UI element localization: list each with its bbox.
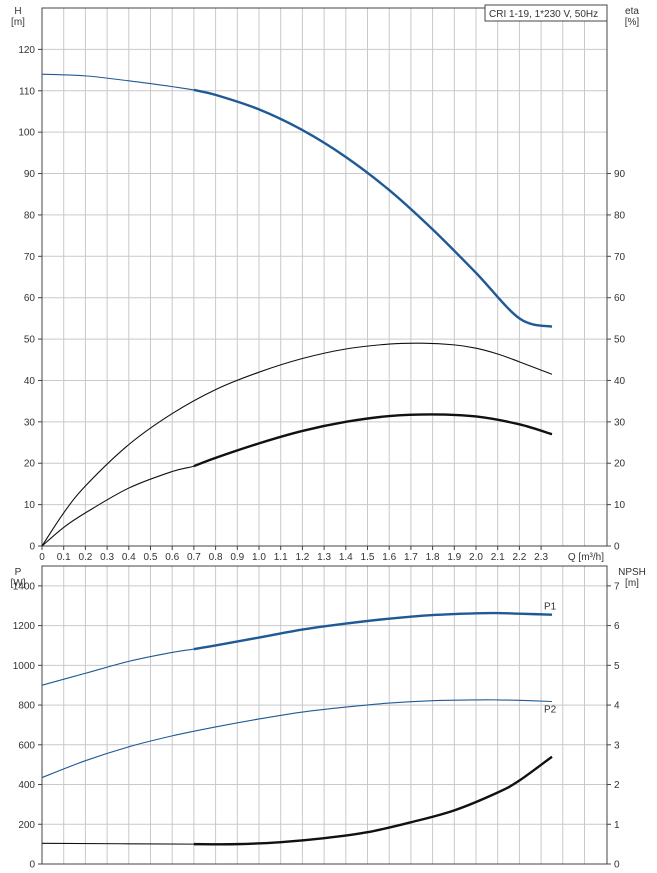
series-curve-2 [41,413,553,547]
left-axis-tick-label: 70 [24,252,36,263]
left-axis-tick-label: 20 [24,459,36,470]
x-axis-tick-label: 2.0 [469,552,483,563]
x-axis-tick-label: 1.0 [252,552,266,563]
right-axis-tick-label: 4 [614,701,620,712]
right-axis-tick-label: 40 [614,376,626,387]
panel-head-efficiency: 0 10 20 30 40 50 60 70 80 90 100 110 120 0 10 20 30 40 50 6… [11,4,640,563]
left-axis-tick-label: 800 [18,701,35,712]
right-axis-tick-label: 90 [614,169,626,180]
right-axis-tick-label: 1 [614,820,620,831]
left-axis-tick-label: 10 [24,500,36,511]
x-axis-tick-label: 2.3 [534,552,548,563]
left-axis-tick-label: 30 [24,417,36,428]
left-axis-tick-label: 1400 [13,581,36,592]
x-axis-tick-label: 0 [39,552,45,563]
right-axis-unit: [%] [625,17,640,28]
right-axis-tick-label: 10 [614,500,626,511]
left-axis-label: H [14,6,21,17]
right-axis-tick-label: 50 [614,335,626,346]
left-axis-tick-label: 0 [29,542,35,553]
x-axis-tick-label: 0.1 [57,552,71,563]
x-axis-tick-label: 1.6 [382,552,396,563]
right-axis-tick-label: 2 [614,780,620,791]
x-axis-tick-label: 1.2 [295,552,309,563]
x-axis-tick-label: 0.3 [100,552,114,563]
left-axis-label: P [15,567,22,578]
x-axis-tick-label: 2.1 [491,552,505,563]
left-axis-tick-label: 110 [19,86,35,97]
series-label: P1 [544,602,557,613]
right-axis-tick-label: 0 [614,860,620,871]
right-axis-tick-label: 20 [614,459,626,470]
x-axis-tick-label: 0.2 [78,552,92,563]
series-curve-2 [41,755,553,846]
series-p1: P1 [41,602,557,686]
x-axis-tick-label: 0.8 [209,552,223,563]
x-axis-tick-label: 0.6 [165,552,179,563]
left-axis-tick-label: 100 [18,128,35,139]
series-line [41,612,552,686]
right-axis-tick-label: 60 [614,293,626,304]
plot-frame [41,565,608,865]
x-axis-tick-label: 1.5 [361,552,375,563]
x-axis-tick-label: 0.4 [122,552,136,563]
chart-title-box: CRI 1-19, 1*230 V, 50Hz [484,4,608,22]
x-axis-tick-label: 1.4 [339,552,353,563]
left-axis-tick-label: 200 [18,820,35,831]
left-axis-tick-label: 120 [18,45,35,56]
x-axis-tick-label: 0.9 [230,552,244,563]
left-axis-tick-label: 60 [24,293,36,304]
left-axis-unit: [W] [11,578,26,589]
x-axis-tick-label: 0.5 [144,552,158,563]
series-line-duty-range [193,413,553,468]
left-axis-tick-label: 400 [18,780,35,791]
right-axis-tick-label: 6 [614,621,620,632]
x-axis-tick-label: 0.7 [187,552,201,563]
series-line-duty-range [193,755,553,846]
left-axis-tick-label: 1200 [13,621,36,632]
x-axis-tick-label: 1.1 [274,552,288,563]
x-axis-tick-label: 2.2 [512,552,526,563]
left-axis-tick-label: 40 [24,376,36,387]
left-axis-tick-label: 90 [24,169,36,180]
series-curve-1 [41,342,553,547]
series-line-duty-range [193,88,553,328]
right-axis-tick-label: 30 [614,417,626,428]
right-axis-unit: [m] [625,578,639,589]
left-axis-tick-label: 600 [18,740,35,751]
series-line-duty-range [193,611,552,651]
right-axis-tick-label: 80 [614,210,626,221]
right-axis-label: NPSH [618,567,646,578]
series-p2: P2 [41,699,557,779]
left-axis-tick-label: 80 [24,210,36,221]
x-axis-label: Q [m³/h] [568,552,604,563]
right-axis-tick-label: 0 [614,542,620,553]
series-line [41,756,553,845]
right-axis-label: eta [625,6,639,17]
right-axis-tick-label: 3 [614,740,620,751]
left-axis-tick-label: 0 [29,860,35,871]
chart-title: CRI 1-19, 1*230 V, 50Hz [489,9,598,20]
panel-power-npsh: 0 200 400 600 800 1000 1200 1400 0 1 2 3 4 5 6 7 P[W] NPS… [11,565,646,871]
series-line [41,699,552,779]
left-axis-tick-label: 50 [24,335,36,346]
series-line [41,73,553,328]
right-axis-tick-label: 70 [614,252,626,263]
x-axis-tick-label: 1.7 [404,552,418,563]
title-frame [484,4,608,22]
x-axis-tick-label: 1.3 [317,552,331,563]
series-line [41,342,553,547]
right-axis-tick-label: 7 [614,581,620,592]
series-curve-0 [41,73,553,328]
left-axis-unit: [m] [11,17,25,28]
x-axis-tick-label: 1.8 [426,552,440,563]
series-line [41,413,553,547]
series-label: P2 [544,704,557,715]
x-axis-tick-label: 1.9 [447,552,461,563]
right-axis-tick-label: 5 [614,661,620,672]
left-axis-tick-label: 1000 [13,661,36,672]
